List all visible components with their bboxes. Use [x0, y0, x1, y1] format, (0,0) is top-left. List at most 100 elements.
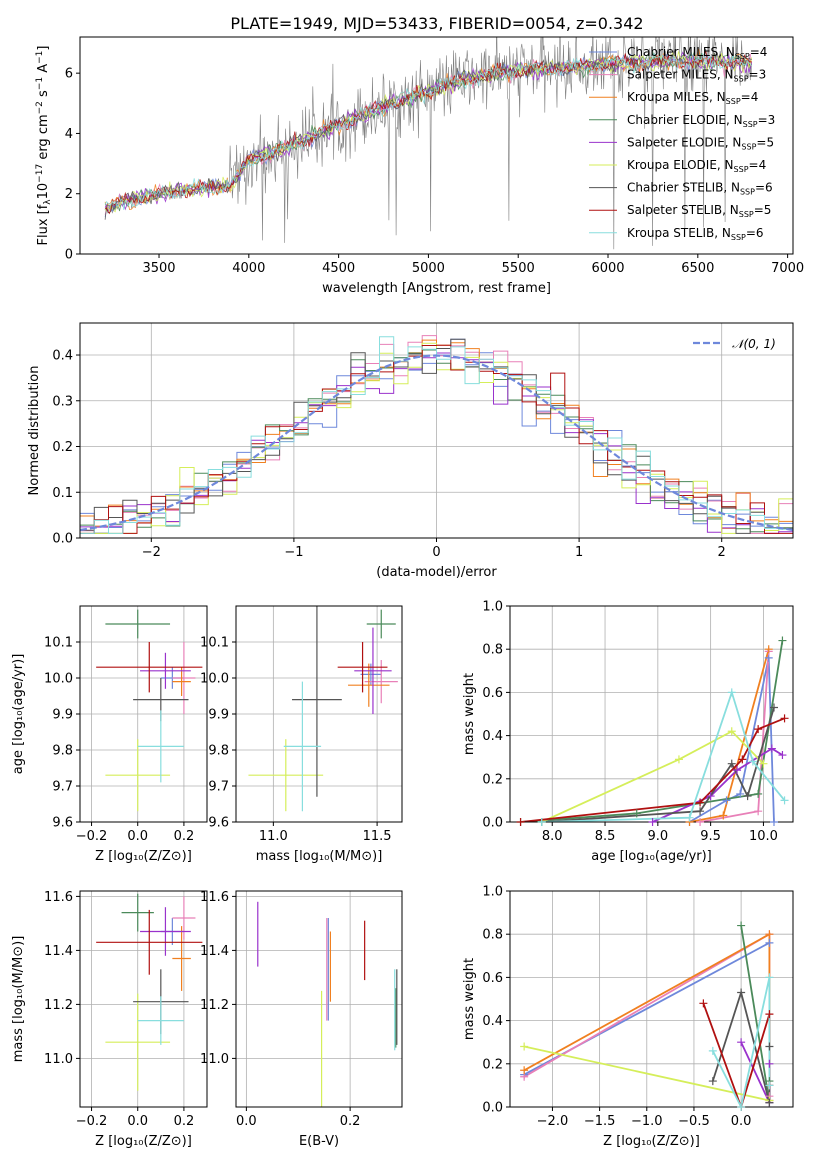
- plot-area: [80, 335, 793, 534]
- y-tick-label: 0.1: [52, 486, 73, 501]
- errorbar-point: [337, 642, 388, 693]
- legend-subscript: SSP: [734, 165, 749, 174]
- normal-curve: [80, 354, 793, 532]
- histogram-series: [80, 344, 793, 534]
- x-tick-label: 6000: [591, 261, 624, 276]
- plus-marker: [719, 811, 728, 820]
- x-tick-label: 8.0: [542, 829, 563, 844]
- errorbar-point: [105, 609, 171, 639]
- mass-weight-line: [524, 1045, 770, 1102]
- y-tick-label: 9.9: [208, 708, 229, 723]
- legend-suffix: =4: [749, 158, 767, 172]
- legend-label: Kroupa STELIB, NSSP=6: [627, 226, 764, 242]
- y-tick-label: 0.2: [52, 440, 73, 455]
- legend-subscript: SSP: [739, 210, 754, 219]
- y-tick-label: 0.2: [482, 772, 503, 787]
- y-tick-label: 0.8: [482, 643, 503, 658]
- y-axis-label: age [log₁₀(age/yr)]: [11, 654, 26, 775]
- plus-marker: [780, 796, 789, 805]
- errorbar-point: [364, 660, 398, 704]
- x-axis-label: E(B-V): [299, 1134, 339, 1149]
- errorbar-point: [366, 609, 396, 639]
- x-tick-label: −0.2: [76, 829, 108, 844]
- mass-weight-line: [711, 977, 771, 1107]
- panel-2: −2 −1 0 1 2 0.0 0.1 0.2 0.3 0.4 (data-model)/error…: [27, 322, 794, 580]
- y-axis-label: Flux [fλ10−17 erg cm−2 s−1 A−1]: [35, 46, 53, 246]
- x-tick-label: −1.5: [584, 1114, 616, 1129]
- x-tick-label: 10.0: [749, 829, 778, 844]
- plus-marker: [708, 1046, 717, 1055]
- legend-suffix: =3: [758, 113, 776, 127]
- plus-marker: [778, 636, 787, 645]
- model-spectrum: [104, 52, 752, 211]
- x-tick-label: −1: [284, 545, 303, 560]
- legend-suffix: =5: [756, 135, 774, 149]
- y-axis-label: Normed distribution: [27, 366, 42, 496]
- legend-name: Chabrier ELODIE, N: [627, 113, 743, 127]
- y-label-part: −2: [35, 101, 45, 114]
- legend-label: Kroupa MILES, NSSP=4: [627, 90, 758, 106]
- legend-subscript: SSP: [731, 233, 746, 242]
- y-tick-label: 0.6: [482, 686, 503, 701]
- errorbar-point: [105, 993, 171, 1091]
- plot-area: [257, 901, 398, 1107]
- y-tick-label: 9.9: [52, 708, 73, 723]
- legend-label: Chabrier STELIB, NSSP=6: [627, 181, 773, 197]
- errorbar-point: [140, 907, 191, 956]
- x-tick-label: −0.2: [76, 1114, 108, 1129]
- axes-frame: [79, 322, 794, 539]
- legend-label: Chabrier MILES, NSSP=4: [627, 45, 767, 61]
- axes-frame: [235, 605, 403, 823]
- y-tick-label: 11.0: [44, 1052, 73, 1067]
- plus-marker: [648, 818, 657, 826]
- legend-subscript: SSP: [734, 75, 749, 84]
- plus-marker: [743, 792, 752, 801]
- y-tick-label: 11.2: [44, 998, 73, 1013]
- plus-marker: [632, 809, 641, 818]
- x-tick-label: 8.5: [595, 829, 616, 844]
- legend-label: Chabrier ELODIE, NSSP=3: [627, 113, 775, 129]
- plus-marker: [748, 757, 757, 766]
- plus-marker: [759, 759, 768, 768]
- legend-name: Kroupa STELIB, N: [627, 226, 731, 240]
- errorbar-point: [172, 642, 196, 714]
- plus-marker: [520, 1066, 529, 1075]
- y-label-part: λ: [43, 199, 53, 205]
- plus-marker: [754, 807, 763, 816]
- x-tick-label: 0.0: [127, 1114, 148, 1129]
- x-axis-label: Z [log₁₀(Z/Z⊙)]: [95, 849, 192, 864]
- x-tick-label: 0.0: [731, 1114, 752, 1129]
- plus-marker: [737, 988, 746, 997]
- y-tick-label: 0.0: [482, 1101, 503, 1116]
- y-tick-label: 9.8: [52, 744, 73, 759]
- y-tick-label: 1.0: [482, 885, 503, 900]
- legend-suffix: =5: [754, 203, 772, 217]
- y-tick-label: 6: [65, 67, 73, 82]
- legend-label: Salpeter MILES, NSSP=3: [627, 68, 766, 84]
- plus-marker: [737, 921, 746, 930]
- x-tick-label: 0.0: [127, 829, 148, 844]
- y-label-part: s: [36, 90, 51, 101]
- y-label-part: A: [36, 64, 51, 77]
- plus-marker: [737, 1038, 746, 1047]
- y-tick-label: 0.8: [482, 928, 503, 943]
- x-tick-label: 0.0: [236, 1114, 257, 1129]
- errorbar-point: [96, 642, 203, 693]
- chart-title: PLATE=1949, MJD=53433, FIBERID=0054, z=0…: [230, 14, 643, 33]
- y-tick-label: 0.3: [52, 394, 73, 409]
- plot-area: [104, 37, 753, 250]
- y-tick-label: 11.0: [200, 1052, 229, 1067]
- legend-suffix: =3: [749, 68, 767, 82]
- errorbar-point: [172, 926, 191, 991]
- plus-marker: [765, 1059, 774, 1068]
- histogram-series: [80, 336, 793, 534]
- axes-frame: [79, 890, 208, 1108]
- x-tick-label: 11.0: [259, 829, 288, 844]
- plus-marker: [520, 1042, 529, 1051]
- legend-name: Chabrier MILES, N: [627, 45, 735, 59]
- y-tick-label: 11.6: [200, 890, 229, 905]
- x-axis-label: mass [log₁₀(M/M⊙)]: [256, 849, 383, 864]
- plus-marker: [754, 789, 763, 798]
- plus-marker: [765, 1098, 774, 1107]
- y-tick-label: 1.0: [482, 600, 503, 615]
